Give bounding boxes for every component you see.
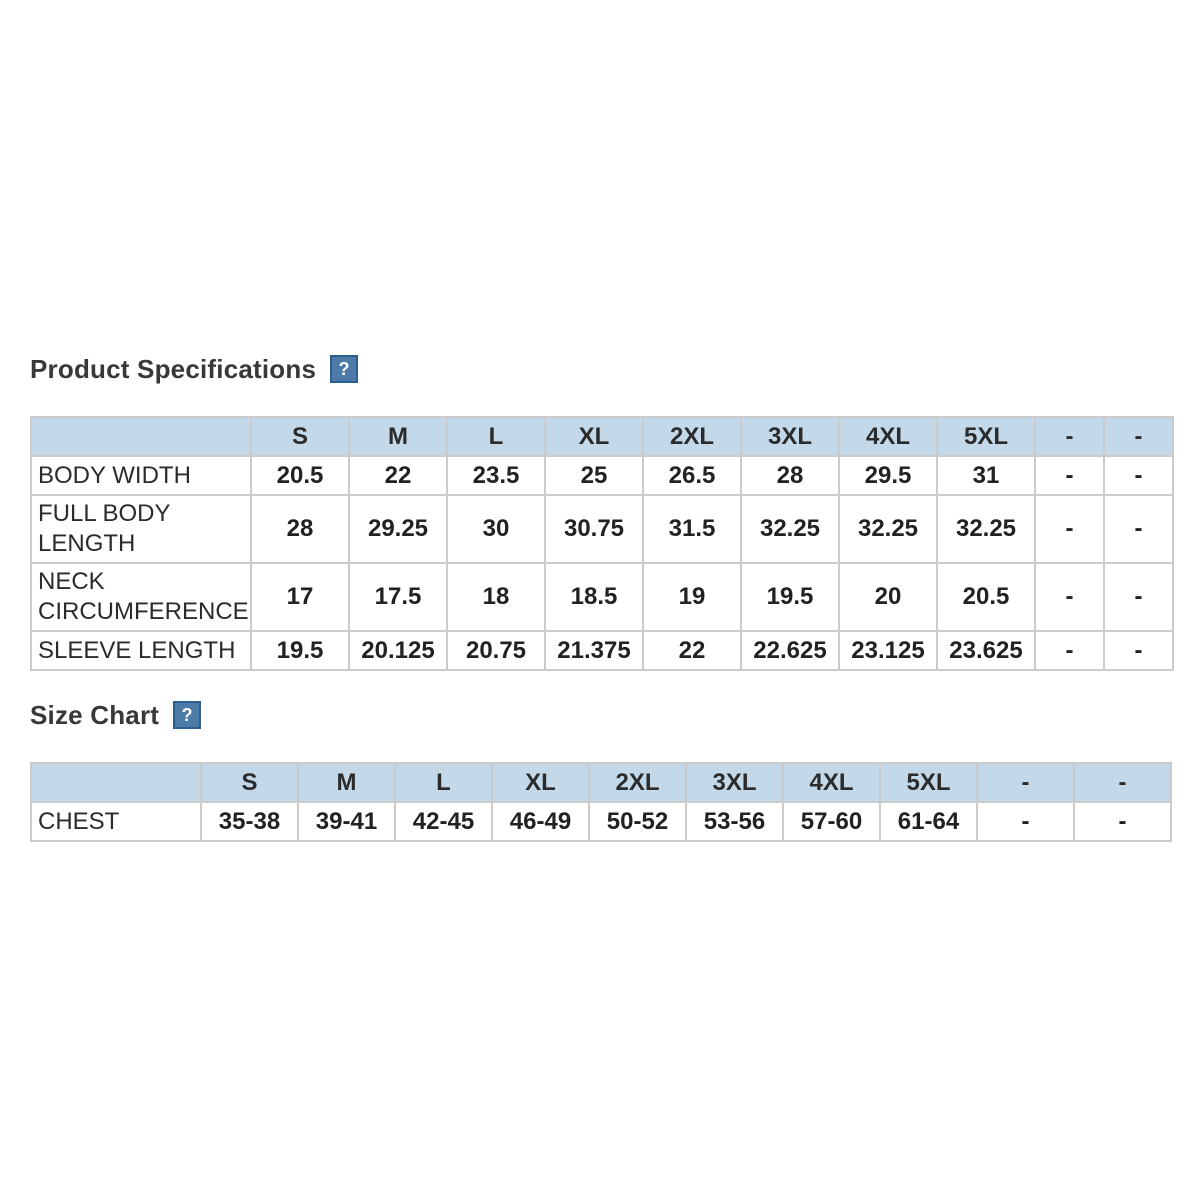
table-cell: 18 xyxy=(446,562,546,632)
table-cell: 17 xyxy=(250,562,350,632)
table-cell: 50-52 xyxy=(588,801,687,842)
row-label: SLEEVE LENGTH xyxy=(30,630,252,671)
table-row: SLEEVE LENGTH 19.5 20.125 20.75 21.375 22 22.6… xyxy=(30,630,1174,671)
column-header: 5XL xyxy=(936,416,1036,457)
table-row: FULL BODY LENGTH 28 29.25 30 30.75 31.5 32.25 3… xyxy=(30,494,1174,564)
table-cell: 21.375 xyxy=(544,630,644,671)
table-cell: 29.5 xyxy=(838,455,938,496)
table-cell: 35-38 xyxy=(200,801,299,842)
table-cell: 19.5 xyxy=(250,630,350,671)
size-chart-heading: Size Chart ? xyxy=(30,699,1172,730)
table-cell: 23.625 xyxy=(936,630,1036,671)
column-header: XL xyxy=(544,416,644,457)
product-specifications-heading: Product Specifications ? xyxy=(30,353,1172,384)
table-cell: 53-56 xyxy=(685,801,784,842)
table-cell: - xyxy=(1103,562,1174,632)
table-cell: - xyxy=(1103,630,1174,671)
size-chart-table: S M L XL 2XL 3XL 4XL 5XL - - CHEST 35-38 39-41 42-45… xyxy=(30,762,1172,842)
column-header: 3XL xyxy=(740,416,840,457)
table-row: CHEST 35-38 39-41 42-45 46-49 50-52 53-56 57-60… xyxy=(30,801,1172,842)
size-chart-title: Size Chart xyxy=(30,699,160,730)
product-specifications-title: Product Specifications xyxy=(30,353,317,384)
table-cell: 23.5 xyxy=(446,455,546,496)
column-header: 3XL xyxy=(685,762,784,803)
table-cell: 28 xyxy=(250,494,350,564)
table-cell: - xyxy=(1103,455,1174,496)
table-cell: - xyxy=(1034,630,1105,671)
table-cell: 23.125 xyxy=(838,630,938,671)
column-header: L xyxy=(446,416,546,457)
table-cell: 28 xyxy=(740,455,840,496)
column-header: 4XL xyxy=(782,762,881,803)
help-icon[interactable]: ? xyxy=(330,355,359,383)
table-cell: 19 xyxy=(642,562,742,632)
column-header: 4XL xyxy=(838,416,938,457)
product-specifications-table: S M L XL 2XL 3XL 4XL 5XL - - BODY WIDTH 20.5 22 23.5… xyxy=(30,416,1174,671)
column-header: - xyxy=(1073,762,1172,803)
size-info-section: Product Specifications ? S M L XL 2XL 3XL 4XL 5… xyxy=(30,353,1174,872)
table-cell: 31 xyxy=(936,455,1036,496)
table-cell: 46-49 xyxy=(491,801,590,842)
table-row: BODY WIDTH 20.5 22 23.5 25 26.5 28 29.5 31- - xyxy=(30,455,1174,496)
table-cell: - xyxy=(976,801,1075,842)
table-cell: 26.5 xyxy=(642,455,742,496)
column-header: L xyxy=(394,762,493,803)
column-header xyxy=(30,416,252,457)
table-cell: 22 xyxy=(348,455,448,496)
column-header: 2XL xyxy=(588,762,687,803)
column-header: M xyxy=(297,762,396,803)
table-cell: 22.625 xyxy=(740,630,840,671)
table-cell: 20.75 xyxy=(446,630,546,671)
column-header: S xyxy=(250,416,350,457)
table-cell: 32.25 xyxy=(936,494,1036,564)
table-cell: 31.5 xyxy=(642,494,742,564)
table-cell: 29.25 xyxy=(348,494,448,564)
row-label: BODY WIDTH xyxy=(30,455,252,496)
table-row: NECK CIRCUMFERENCE 17 17.5 18 18.5 19 19.5 20 20… xyxy=(30,562,1174,632)
header-row: S M L XL 2XL 3XL 4XL 5XL - - xyxy=(30,416,1174,457)
help-icon[interactable]: ? xyxy=(173,701,202,729)
table-cell: 57-60 xyxy=(782,801,881,842)
row-label: NECK CIRCUMFERENCE xyxy=(30,562,252,632)
table-cell: - xyxy=(1034,562,1105,632)
table-cell: 42-45 xyxy=(394,801,493,842)
header-row: S M L XL 2XL 3XL 4XL 5XL - - xyxy=(30,762,1172,803)
table-cell: 32.25 xyxy=(740,494,840,564)
column-header: - xyxy=(1103,416,1174,457)
column-header: S xyxy=(200,762,299,803)
table-cell: 30.75 xyxy=(544,494,644,564)
table-cell: 20.5 xyxy=(936,562,1036,632)
column-header: - xyxy=(976,762,1075,803)
table-cell: 25 xyxy=(544,455,644,496)
table-cell: 19.5 xyxy=(740,562,840,632)
table-cell: 17.5 xyxy=(348,562,448,632)
column-header: 5XL xyxy=(879,762,978,803)
table-cell: 20.5 xyxy=(250,455,350,496)
table-cell: 20.125 xyxy=(348,630,448,671)
column-header: - xyxy=(1034,416,1105,457)
table-cell: 39-41 xyxy=(297,801,396,842)
table-cell: - xyxy=(1073,801,1172,842)
table-cell: - xyxy=(1103,494,1174,564)
table-cell: 61-64 xyxy=(879,801,978,842)
table-cell: 22 xyxy=(642,630,742,671)
table-cell: 18.5 xyxy=(544,562,644,632)
row-label: FULL BODY LENGTH xyxy=(30,494,252,564)
table-cell: 20 xyxy=(838,562,938,632)
table-cell: 30 xyxy=(446,494,546,564)
table-cell: 32.25 xyxy=(838,494,938,564)
column-header: 2XL xyxy=(642,416,742,457)
column-header xyxy=(30,762,202,803)
table-cell: - xyxy=(1034,455,1105,496)
column-header: XL xyxy=(491,762,590,803)
table-cell: - xyxy=(1034,494,1105,564)
row-label: CHEST xyxy=(30,801,202,842)
column-header: M xyxy=(348,416,448,457)
